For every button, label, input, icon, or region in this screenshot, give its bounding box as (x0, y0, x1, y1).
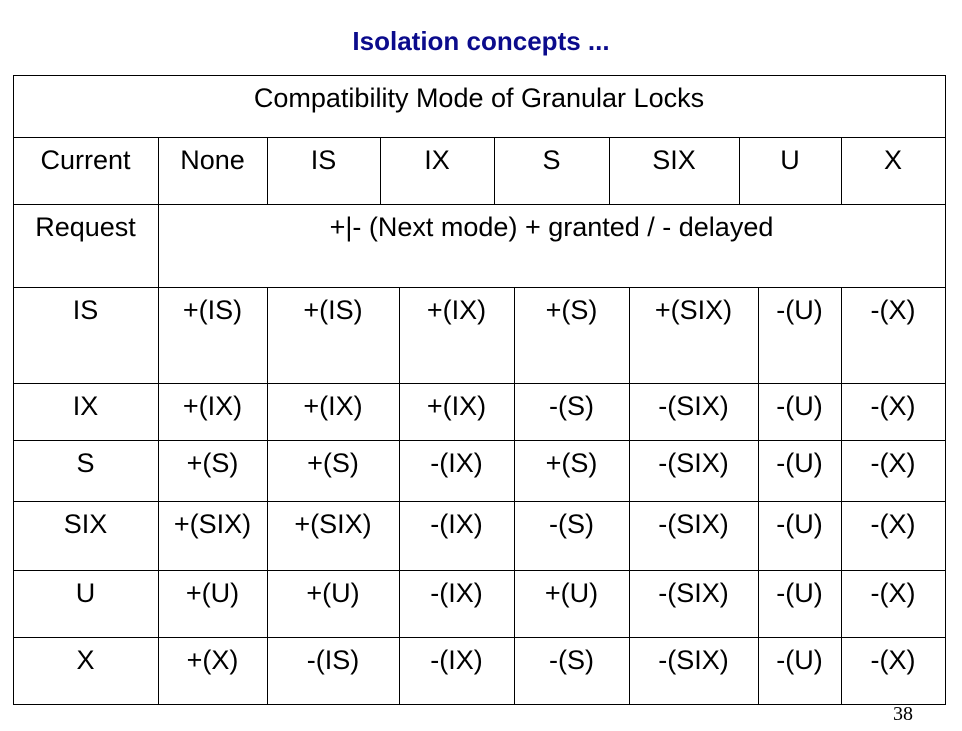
table-rule-vertical (494, 137, 495, 204)
table-rule-horizontal (13, 287, 946, 288)
table-rule-horizontal (13, 501, 946, 502)
table-cell: -(IS) (306, 645, 360, 675)
table-cell: +(IX) (426, 295, 487, 325)
table-rule-vertical (267, 287, 268, 704)
table-rule-vertical (158, 137, 159, 204)
table-cell: -(X) (870, 645, 916, 675)
table-cell: -(X) (870, 391, 916, 421)
table-cell: -(X) (870, 448, 916, 478)
table-cell: -(X) (870, 578, 916, 608)
table-cell: -(X) (870, 509, 916, 539)
table-cell: -(U) (776, 391, 823, 421)
current-mode-header: X (883, 145, 902, 175)
table-cell: -(SIX) (658, 645, 729, 675)
table-cell: +(X) (186, 645, 239, 675)
table-rule-horizontal (13, 704, 946, 705)
table-rule-vertical (758, 287, 759, 704)
current-mode-header: IS (310, 145, 337, 175)
table-cell: -(SIX) (658, 509, 729, 539)
table-cell: -(U) (776, 578, 823, 608)
current-mode-header: S (542, 145, 561, 175)
requested-mode-label: SIX (63, 509, 108, 539)
table-rule-horizontal (13, 440, 946, 441)
current-mode-header: IX (424, 145, 450, 175)
table-border-left (13, 75, 14, 705)
table-cell: +(SIX) (294, 509, 372, 539)
table-rule-horizontal (13, 75, 946, 76)
table-cell: -(U) (776, 295, 823, 325)
table-cell: +(S) (307, 448, 359, 478)
current-label: Current (40, 145, 131, 175)
current-mode-header: U (780, 145, 800, 175)
table-rule-horizontal (13, 637, 946, 638)
table-rule-vertical (399, 287, 400, 704)
requested-mode-label: U (75, 578, 96, 608)
table-rule-vertical (514, 287, 515, 704)
table-caption: Compatibility Mode of Granular Locks (253, 83, 705, 113)
table-rule-horizontal (13, 383, 946, 384)
table-rule-vertical (609, 137, 610, 204)
table-rule-horizontal (13, 137, 946, 138)
requested-mode-label: IS (72, 295, 99, 325)
table-cell: -(S) (549, 509, 594, 539)
current-mode-header: None (180, 145, 245, 175)
table-rule-vertical (158, 287, 159, 704)
table-cell: +(S) (186, 448, 239, 478)
table-border-right (945, 75, 946, 705)
table-cell: -(SIX) (658, 448, 729, 478)
table-cell: +(IX) (426, 391, 487, 421)
table-rule-vertical (629, 287, 630, 704)
table-cell: +(S) (545, 448, 598, 478)
table-cell: -(SIX) (658, 391, 729, 421)
request-label: Request (35, 212, 136, 242)
table-cell: +(U) (306, 578, 360, 608)
table-cell: +(U) (544, 578, 599, 608)
table-cell: +(SIX) (654, 295, 733, 325)
table-cell: -(IX) (430, 509, 483, 539)
slide-title: Isolation concepts ... (352, 26, 610, 56)
table-cell: -(S) (549, 391, 594, 421)
table-cell: -(U) (776, 448, 823, 478)
table-rule-vertical (841, 137, 842, 204)
table-cell: -(IX) (430, 645, 483, 675)
requested-mode-label: S (76, 448, 95, 478)
request-legend: +|- (Next mode) + granted / - delayed (329, 212, 774, 242)
table-cell: -(U) (776, 509, 823, 539)
table-cell: -(S) (549, 645, 594, 675)
table-rule-vertical (267, 137, 268, 204)
table-cell: +(SIX) (173, 509, 252, 539)
current-mode-header: SIX (652, 145, 696, 175)
table-cell: +(U) (185, 578, 240, 608)
requested-mode-label: X (76, 645, 95, 675)
table-cell: -(IX) (430, 578, 483, 608)
table-cell: -(SIX) (658, 578, 729, 608)
table-rule-vertical (158, 204, 159, 287)
table-cell: +(IS) (182, 295, 243, 325)
table-cell: +(IX) (303, 391, 363, 421)
table-rule-vertical (380, 137, 381, 204)
table-rule-horizontal (13, 204, 946, 205)
requested-mode-label: IX (72, 391, 99, 421)
table-cell: +(S) (545, 295, 598, 325)
table-cell: +(IX) (182, 391, 243, 421)
table-cell: -(U) (776, 645, 823, 675)
table-cell: -(X) (870, 295, 916, 325)
table-rule-horizontal (13, 570, 946, 571)
table-cell: -(IX) (430, 448, 483, 478)
table-cell: +(IS) (303, 295, 363, 325)
page-number: 38 (893, 703, 913, 725)
table-rule-vertical (739, 137, 740, 204)
table-rule-vertical (841, 287, 842, 704)
